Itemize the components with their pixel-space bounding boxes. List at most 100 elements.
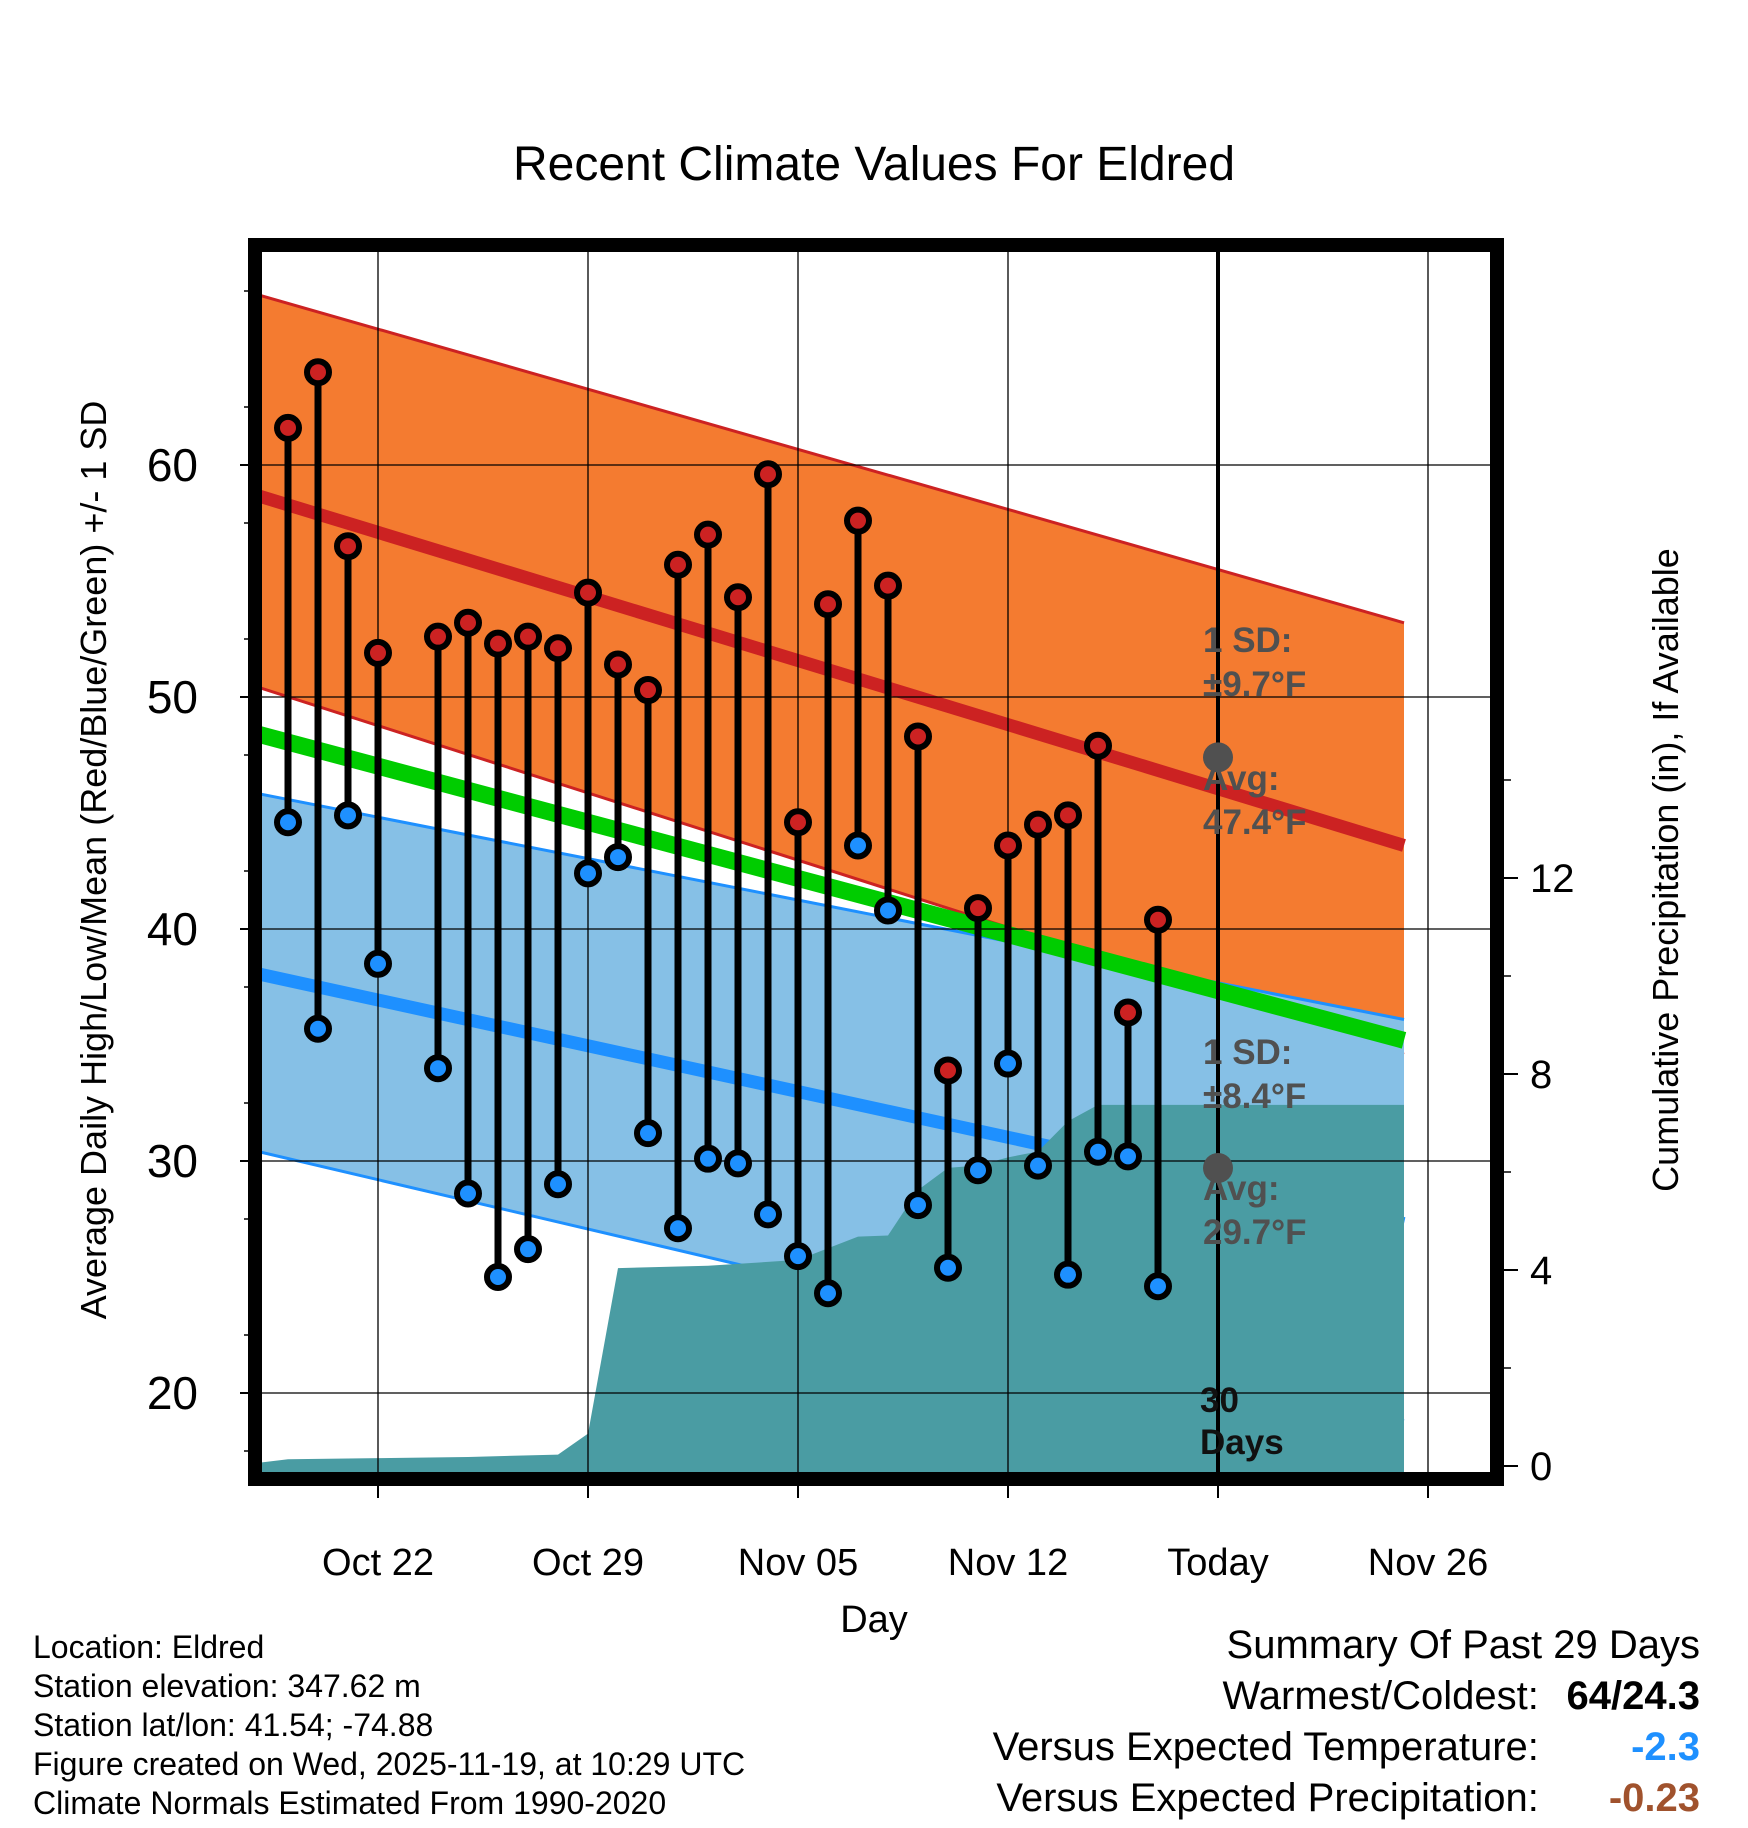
location-text: Location: Eldred (33, 1629, 265, 1665)
daily-low-point (694, 1144, 722, 1173)
days-count-label: 30 (1200, 1381, 1239, 1420)
daily-high-point (844, 506, 872, 535)
daily-high-point (514, 622, 542, 651)
today-low-normal-marker (1203, 1152, 1233, 1183)
high-avg-value: 47.4°F (1203, 803, 1307, 842)
daily-high-point (364, 638, 392, 667)
y2-tick-label: 12 (1530, 857, 1575, 901)
summary-warmest-row: Warmest/Coldest: 64/24.3 (800, 1671, 1701, 1722)
y-tick-label: 20 (147, 1367, 198, 1419)
daily-high-point (574, 578, 602, 607)
daily-high-point (724, 583, 752, 612)
high-avg-label: Avg: (1203, 759, 1279, 798)
latlon-text: Station lat/lon: 41.54; -74.88 (33, 1707, 434, 1743)
daily-low-point (814, 1279, 842, 1308)
temp-anomaly-value: -2.3 (1631, 1725, 1700, 1769)
station-info: Location: Eldred Station elevation: 347.… (33, 1628, 745, 1823)
daily-high-point (1054, 801, 1082, 830)
daily-high-point (484, 629, 512, 658)
daily-high-point (634, 676, 662, 705)
summary-panel: Summary Of Past 29 Days Warmest/Coldest:… (800, 1620, 1700, 1824)
daily-high-point (424, 622, 452, 651)
daily-high-point (694, 520, 722, 549)
warmest-value: 64/24.3 (1566, 1674, 1700, 1718)
daily-high-point (754, 460, 782, 489)
daily-low-point (1054, 1260, 1082, 1289)
daily-high-point (1024, 810, 1052, 839)
daily-low-point (544, 1170, 572, 1199)
y-tick-label: 50 (147, 671, 198, 723)
warmest-label: Warmest/Coldest: (1222, 1674, 1539, 1718)
daily-low-point (964, 1156, 992, 1185)
daily-low-point (724, 1149, 752, 1178)
daily-low-point (994, 1049, 1022, 1078)
y2-tick-label: 8 (1530, 1053, 1552, 1097)
daily-high-point (904, 722, 932, 751)
daily-high-point (814, 590, 842, 619)
daily-high-point (934, 1056, 962, 1085)
high-normal-line (262, 490, 1406, 852)
daily-low-point (1144, 1272, 1172, 1301)
daily-low-point (574, 859, 602, 888)
today-high-normal-marker (1203, 742, 1233, 773)
daily-low-point (364, 949, 392, 978)
days-word-label: Days (1200, 1423, 1284, 1462)
y2-tick-label: 4 (1530, 1249, 1552, 1293)
x-tick-label: Oct 22 (322, 1542, 434, 1584)
daily-low-point (514, 1235, 542, 1264)
chart-title: Recent Climate Values For Eldred (513, 138, 1235, 191)
x-tick-label: Nov 26 (1368, 1542, 1488, 1584)
daily-high-point (874, 571, 902, 600)
daily-low-point (604, 843, 632, 872)
daily-low-point (1114, 1142, 1142, 1171)
daily-high-point (304, 358, 332, 387)
daily-low-point (784, 1242, 812, 1271)
daily-low-point (304, 1014, 332, 1043)
daily-high-point (604, 650, 632, 679)
created-text: Figure created on Wed, 2025-11-19, at 10… (33, 1746, 746, 1782)
daily-low-point (1024, 1151, 1052, 1180)
high-sd-value: ±9.7°F (1203, 665, 1306, 704)
daily-high-point (964, 894, 992, 923)
daily-low-point (904, 1191, 932, 1220)
y-tick-label: 40 (147, 903, 198, 955)
daily-low-point (1084, 1137, 1112, 1166)
high-sd-band-upper-edge (262, 294, 1405, 625)
daily-high-point (784, 808, 812, 837)
plot-frame (248, 238, 1504, 1486)
normals-text: Climate Normals Estimated From 1990-2020 (33, 1785, 667, 1821)
y-tick-label: 30 (147, 1135, 198, 1187)
summary-temp-row: Versus Expected Temperature: -2.3 (800, 1722, 1700, 1773)
daily-low-point (334, 801, 362, 830)
daily-low-point (484, 1263, 512, 1291)
temp-anomaly-label: Versus Expected Temperature: (992, 1725, 1539, 1769)
low-avg-value: 29.7°F (1203, 1213, 1307, 1252)
daily-high-point (274, 413, 302, 442)
daily-low-point (664, 1214, 692, 1243)
summary-title: Summary Of Past 29 Days (1226, 1623, 1700, 1667)
daily-high-point (1144, 905, 1172, 934)
summary-precip-row: Versus Expected Precipitation: -0.23 (800, 1773, 1700, 1824)
daily-high-point (334, 532, 362, 561)
x-tick-label: Today (1167, 1542, 1268, 1584)
daily-high-point (544, 634, 572, 663)
daily-low-point (754, 1200, 782, 1229)
precip-anomaly-value: -0.23 (1608, 1776, 1700, 1820)
x-tick-label: Nov 05 (738, 1542, 858, 1584)
daily-high-point (664, 550, 692, 579)
elevation-text: Station elevation: 347.62 m (33, 1668, 421, 1704)
daily-low-point (424, 1054, 452, 1083)
x-axis-title: Day (840, 1599, 908, 1641)
y-axis-title: Average Daily High/Low/Mean (Red/Blue/Gr… (73, 401, 114, 1320)
low-avg-label: Avg: (1203, 1169, 1279, 1208)
daily-low-point (934, 1253, 962, 1282)
daily-high-point (994, 831, 1022, 860)
x-tick-label: Nov 12 (948, 1542, 1068, 1584)
x-tick-label: Oct 29 (532, 1542, 644, 1584)
daily-high-point (454, 608, 482, 637)
precip-anomaly-label: Versus Expected Precipitation: (996, 1776, 1539, 1820)
high-sd-label: 1 SD: (1203, 621, 1292, 660)
daily-low-point (844, 831, 872, 860)
low-sd-value: ±8.4°F (1203, 1077, 1306, 1116)
